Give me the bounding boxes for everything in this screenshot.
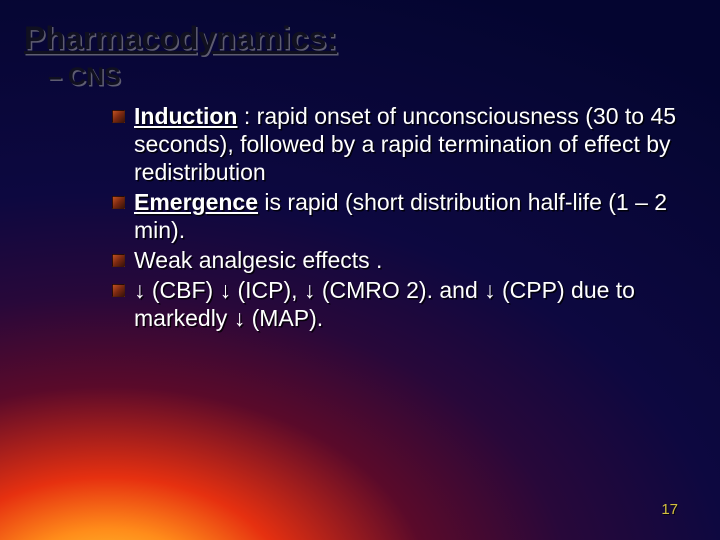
bullet-lead: Induction (134, 103, 237, 129)
slide: Pharmacodynamics: –CNS Induction : rapid… (0, 0, 720, 540)
slide-subhead: –CNS (48, 63, 690, 92)
list-item: Emergence is rapid (short distribution h… (112, 188, 680, 244)
bullet-text: Weak analgesic effects . (134, 247, 382, 273)
subhead-text: CNS (68, 63, 121, 91)
page-number: 17 (661, 501, 678, 518)
slide-title: Pharmacodynamics: (24, 20, 690, 57)
list-item: Induction : rapid onset of unconsciousne… (112, 102, 680, 186)
bullet-lead: Emergence (134, 189, 258, 215)
list-item: ↓ (CBF) ↓ (ICP), ↓ (CMRO 2). and ↓ (CPP)… (112, 276, 680, 332)
bullet-text: ↓ (CBF) ↓ (ICP), ↓ (CMRO 2). and ↓ (CPP)… (134, 277, 635, 331)
subhead-dash: – (48, 63, 62, 91)
list-item: Weak analgesic effects . (112, 246, 680, 274)
bullet-list: Induction : rapid onset of unconsciousne… (112, 102, 680, 332)
